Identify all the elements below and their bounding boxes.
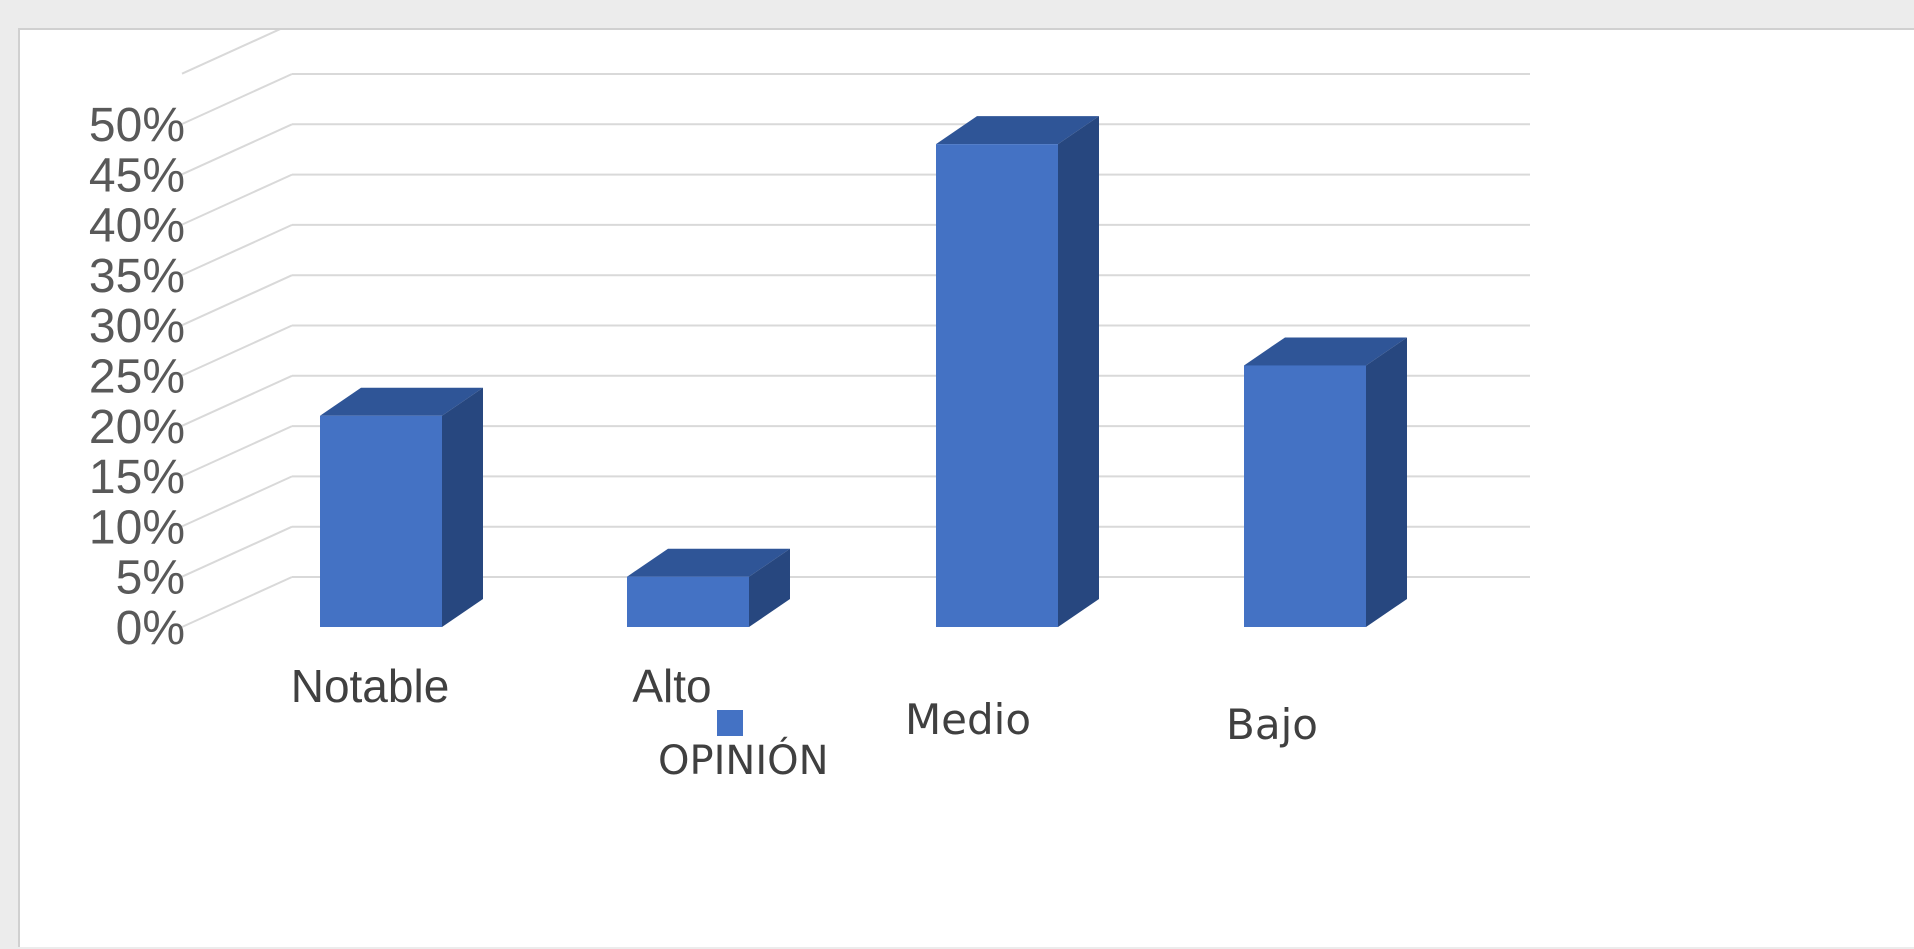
legend: OPINIÓN: [658, 710, 829, 784]
legend-label: OPINIÓN: [658, 736, 829, 784]
gridline-diagonal: [181, 223, 293, 276]
bar-front-face: [320, 415, 442, 627]
bar-front-face: [936, 144, 1058, 627]
y-tick-label: 0%: [116, 602, 185, 655]
y-tick-label: 45%: [89, 149, 185, 202]
y-tick-label: 10%: [89, 501, 185, 554]
gridline-diagonal: [181, 30, 281, 75]
bar: [936, 116, 1099, 628]
bar-side-face: [1366, 337, 1407, 627]
bar-top-face: [627, 548, 790, 577]
bar-front-face: [1244, 365, 1366, 627]
x-axis-labels: Notable Alto Medio Bajo: [291, 660, 1318, 749]
bar-side-face: [749, 548, 790, 627]
bars: [320, 116, 1407, 628]
gridline-diagonal: [181, 525, 293, 578]
y-tick-label: 50%: [89, 99, 185, 152]
gridline-diagonal: [181, 425, 293, 478]
x-tick-label: Alto: [632, 660, 711, 712]
y-tick-label: 20%: [89, 401, 185, 454]
y-tick-label: 40%: [89, 200, 185, 253]
bar: [1244, 337, 1407, 627]
bar-side-face: [1058, 116, 1099, 628]
bar: [320, 387, 483, 627]
bar: [627, 548, 790, 627]
y-tick-label: 25%: [89, 351, 185, 404]
y-tick-label: 15%: [89, 451, 185, 504]
bar-front-face: [627, 576, 749, 627]
gridline-diagonal: [181, 173, 293, 226]
bar-chart: 0%5%10%15%20%25%30%35%40%45%50% Notable A…: [89, 30, 1530, 784]
x-tick-label: Bajo: [1226, 700, 1318, 749]
y-tick-label: 30%: [89, 300, 185, 353]
legend-swatch: [717, 710, 743, 736]
y-tick-label: 35%: [89, 250, 185, 303]
gridlines: [181, 30, 1530, 628]
gridline-diagonal: [181, 123, 293, 176]
x-tick-label: Medio: [905, 695, 1031, 744]
bar-top-face: [1244, 337, 1407, 366]
gridline-diagonal: [181, 576, 293, 628]
gridline-diagonal: [181, 324, 293, 377]
bar-top-face: [936, 116, 1099, 145]
gridline-diagonal: [181, 374, 293, 427]
bar-top-face: [320, 387, 483, 416]
gridline-diagonal: [181, 475, 293, 528]
x-tick-label: Notable: [291, 660, 450, 712]
chart-area: 0% 5% 10% 15% 20% 25% 30% 35% 40% 45% 50% Notable A…: [18, 28, 1914, 947]
gridline-diagonal: [181, 73, 293, 125]
y-tick-label: 5%: [116, 552, 185, 605]
bar-side-face: [442, 387, 483, 627]
gridline-diagonal: [181, 274, 293, 327]
y-axis-labels: 0%5%10%15%20%25%30%35%40%45%50%: [89, 99, 185, 655]
